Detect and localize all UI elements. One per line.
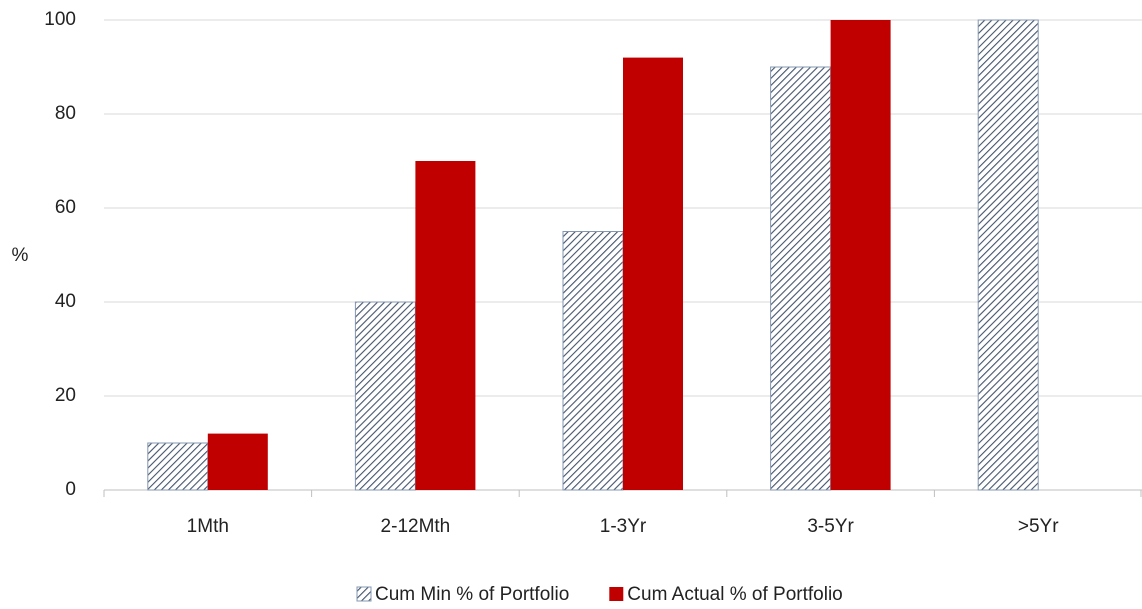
bar (147, 442, 209, 491)
y-tick-label: 40 (55, 291, 76, 312)
bar (562, 231, 624, 491)
bar (207, 433, 268, 490)
y-tick-label: 80 (55, 103, 76, 124)
bar (354, 301, 416, 491)
bar (977, 19, 1039, 491)
legend-swatch (356, 586, 372, 602)
x-tick-label: 2-12Mth (381, 516, 451, 537)
y-tick-label: 20 (55, 385, 76, 406)
x-tick-label: 1Mth (187, 516, 229, 537)
y-tick-label: 100 (44, 9, 76, 30)
x-tick-label: 1-3Yr (600, 516, 647, 537)
bar (623, 57, 683, 490)
x-tick-label: 3-5Yr (807, 516, 854, 537)
legend-label: Cum Actual % of Portfolio (627, 584, 842, 605)
y-axis-label: % (12, 245, 29, 266)
y-tick-label: 60 (55, 197, 76, 218)
x-tick-label: >5Yr (1018, 516, 1059, 537)
legend-swatch (609, 587, 624, 601)
bar (770, 66, 832, 491)
y-tick-label: 0 (65, 479, 76, 500)
legend-label: Cum Min % of Portfolio (375, 584, 569, 605)
bar (830, 20, 891, 490)
bar (415, 161, 476, 490)
